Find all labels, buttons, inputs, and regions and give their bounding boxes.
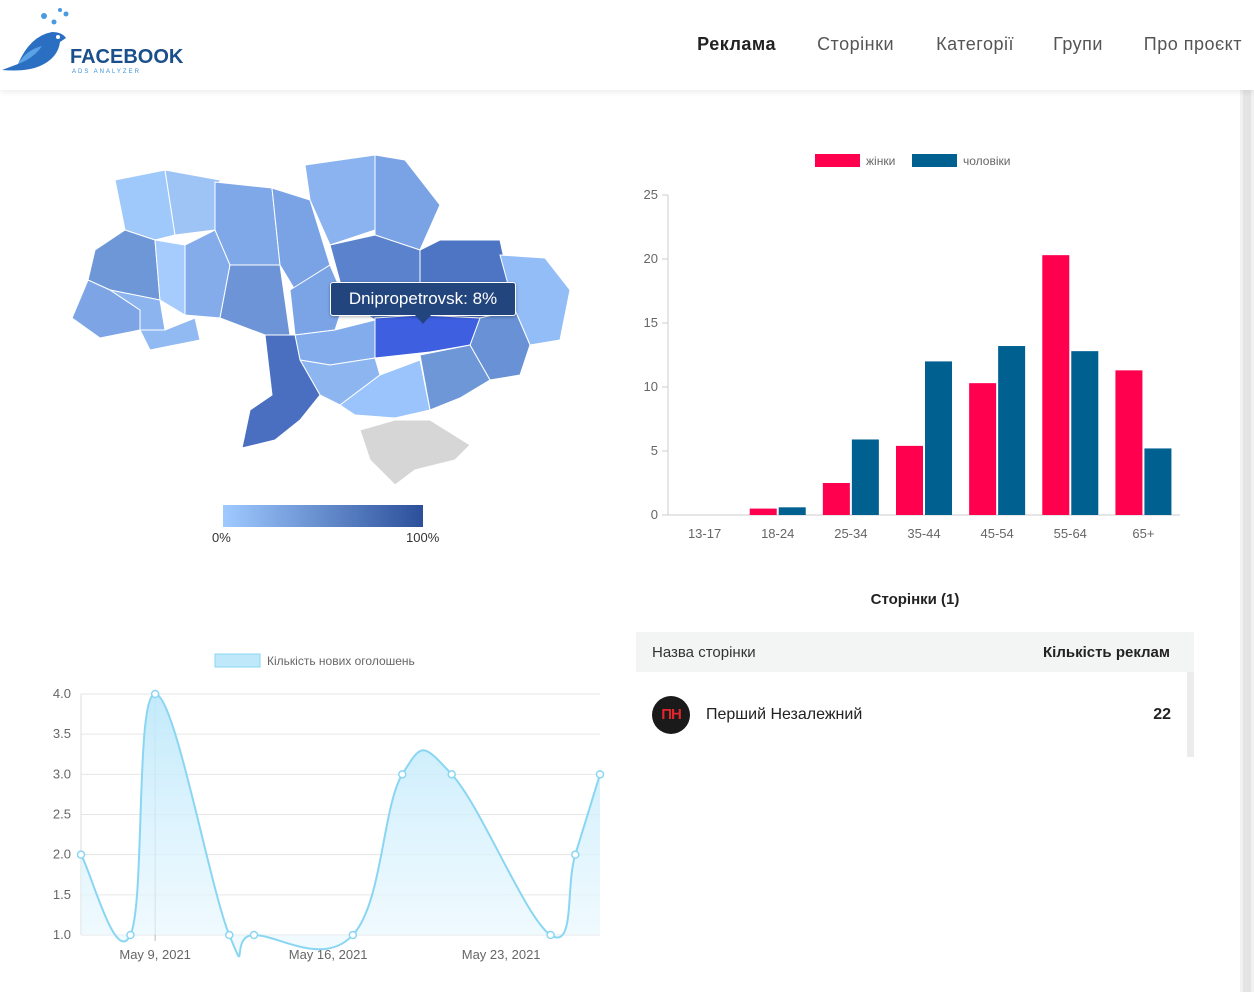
map-scale-min: 0% bbox=[212, 530, 231, 545]
page-scrollbar[interactable] bbox=[1240, 90, 1254, 992]
legend-swatch bbox=[214, 653, 261, 668]
page-ads-count: 22 bbox=[1153, 706, 1171, 723]
y-tick-label: 3.0 bbox=[53, 766, 71, 781]
x-tick-label: May 16, 2021 bbox=[289, 947, 368, 962]
site-header: FACEBOOK ADS ANALYZER Реклама Сторінки К… bbox=[0, 0, 1254, 90]
x-tick-label: May 9, 2021 bbox=[119, 947, 191, 962]
data-point bbox=[447, 770, 456, 779]
area-fill bbox=[81, 694, 600, 957]
region-odesa[interactable] bbox=[241, 334, 321, 449]
y-tick-label: 5 bbox=[651, 443, 658, 458]
bar-women bbox=[749, 508, 777, 515]
nav-categories[interactable]: Категорії bbox=[936, 34, 1014, 54]
scrollbar-thumb[interactable] bbox=[1243, 90, 1251, 992]
y-tick-label: 10 bbox=[644, 379, 658, 394]
bar-men bbox=[1144, 448, 1172, 515]
legend-label: жінки bbox=[866, 154, 895, 168]
col-page-name[interactable]: Назва сторінки bbox=[652, 644, 756, 661]
y-tick-label: 25 bbox=[644, 187, 658, 202]
region-sumy[interactable] bbox=[374, 154, 441, 251]
data-point bbox=[150, 689, 160, 699]
data-point bbox=[249, 930, 259, 940]
table-header: Назва сторінки Кількість реклам bbox=[636, 632, 1194, 672]
avatar-text: ПН bbox=[661, 706, 682, 723]
bar-women bbox=[896, 445, 923, 515]
new-ads-line-chart: 1.0 1.5 2.0 2.5 3.0 3.5 4.0 May 9, 2021 May 16, … bbox=[53, 653, 605, 962]
map-tooltip: Dnipropetrovsk: 8% bbox=[330, 282, 516, 324]
y-tick-label: 1.0 bbox=[53, 927, 71, 942]
legend-label: чоловіки bbox=[963, 154, 1010, 168]
y-tick-label: 15 bbox=[644, 315, 658, 330]
nav-pages[interactable]: Сторінки bbox=[817, 34, 894, 54]
region-rivne[interactable] bbox=[164, 169, 221, 236]
bar-men bbox=[998, 346, 1026, 515]
bird-logo-icon bbox=[2, 8, 69, 71]
nav-about[interactable]: Про проєкт bbox=[1143, 34, 1242, 54]
age-gender-bar-chart: 0 5 10 15 20 25 13-17 18-24 25-34 35-44 45-54 55-64… bbox=[644, 154, 1180, 541]
logo-subtext: ADS ANALYZER bbox=[72, 69, 141, 75]
data-point bbox=[126, 930, 135, 940]
x-tick-label: 25-34 bbox=[834, 526, 867, 541]
x-tick-label: 18-24 bbox=[761, 526, 794, 541]
region-kherson[interactable] bbox=[339, 359, 431, 419]
region-zhytomyr[interactable] bbox=[214, 181, 281, 266]
y-tick-label: 2.0 bbox=[53, 847, 71, 862]
region-crimea[interactable] bbox=[359, 419, 471, 486]
data-point bbox=[348, 930, 358, 940]
table-row[interactable]: ПН Перший Незалежний 22 bbox=[636, 672, 1194, 757]
y-tick-label: 3.5 bbox=[53, 726, 71, 741]
data-point bbox=[595, 770, 605, 779]
y-tick-label: 2.5 bbox=[53, 807, 71, 822]
pages-table: Назва сторінки Кількість реклам ПН Перши… bbox=[636, 632, 1194, 757]
nav-groups[interactable]: Групи bbox=[1053, 34, 1103, 54]
x-tick-label: 65+ bbox=[1132, 526, 1154, 541]
bar-men bbox=[1071, 351, 1099, 515]
x-tick-label: 55-64 bbox=[1054, 526, 1087, 541]
data-point bbox=[546, 930, 555, 940]
region-vinnytsia[interactable] bbox=[219, 264, 291, 336]
data-point bbox=[76, 850, 86, 859]
x-tick-label: May 23, 2021 bbox=[462, 947, 541, 962]
map-color-scale bbox=[223, 505, 423, 527]
x-tick-label: 45-54 bbox=[981, 526, 1014, 541]
legend-swatch bbox=[912, 154, 957, 167]
bar-women bbox=[1042, 255, 1070, 515]
bar-women bbox=[1115, 370, 1143, 515]
logo-text: FACEBOOK bbox=[70, 46, 184, 68]
legend-swatch bbox=[815, 154, 860, 167]
col-ads-count[interactable]: Кількість реклам bbox=[1043, 644, 1170, 661]
y-tick-label: 20 bbox=[644, 251, 658, 266]
y-tick-label: 1.5 bbox=[53, 887, 71, 902]
region-volyn[interactable] bbox=[114, 169, 176, 241]
logo[interactable]: FACEBOOK ADS ANALYZER bbox=[0, 6, 183, 76]
map-scale-max: 100% bbox=[406, 530, 440, 545]
legend-label: Кількість нових оголошень bbox=[267, 654, 415, 668]
y-tick-label: 4.0 bbox=[53, 686, 71, 701]
bar-men bbox=[925, 361, 952, 515]
x-tick-label: 35-44 bbox=[907, 526, 940, 541]
x-tick-label: 13-17 bbox=[688, 526, 721, 541]
page-name[interactable]: Перший Незалежний bbox=[706, 706, 863, 723]
nav-ads[interactable]: Реклама bbox=[697, 34, 776, 54]
data-point bbox=[398, 770, 407, 779]
page-avatar: ПН bbox=[652, 696, 690, 734]
pages-section-title: Сторінки (1) bbox=[870, 591, 960, 608]
data-point bbox=[571, 850, 580, 859]
bar-women bbox=[969, 383, 997, 515]
bar-men bbox=[778, 507, 806, 515]
data-point bbox=[225, 930, 234, 940]
bar-men bbox=[851, 439, 879, 515]
region-chernihiv[interactable] bbox=[304, 154, 376, 246]
y-tick-label: 0 bbox=[651, 507, 658, 522]
bar-women bbox=[822, 483, 850, 515]
table-scrollbar[interactable] bbox=[1187, 672, 1194, 757]
region-chernivtsi[interactable] bbox=[139, 317, 201, 351]
